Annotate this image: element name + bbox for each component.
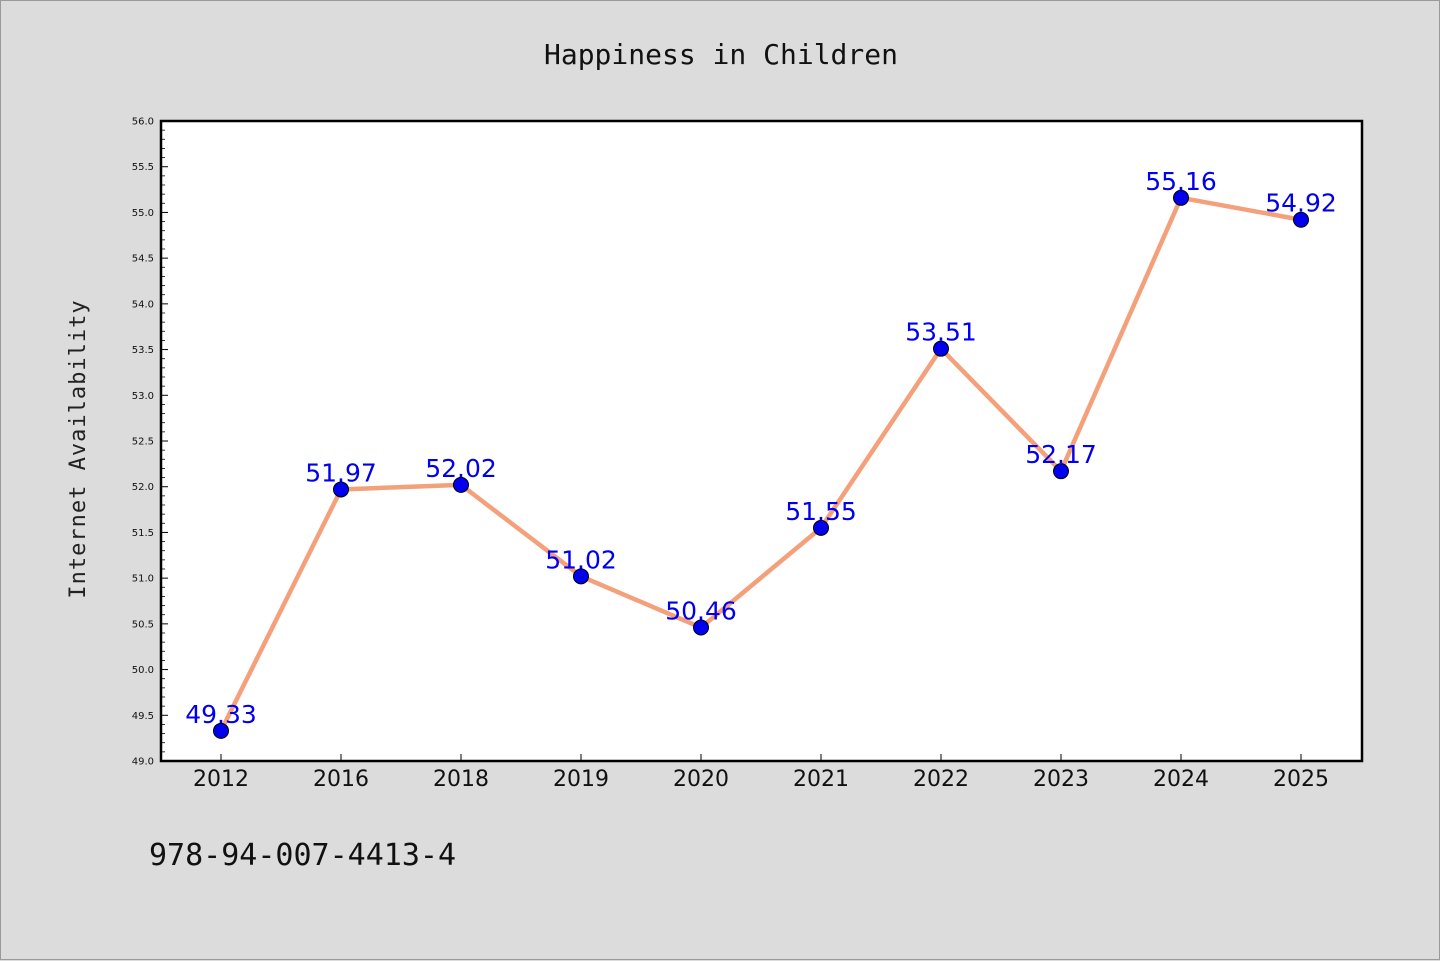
data-label: 50.46 (665, 597, 737, 626)
y-tick-label: 49.0 (132, 757, 154, 768)
y-tick-label: 53.5 (132, 345, 154, 356)
series-line (218, 195, 1304, 734)
y-tick-label: 55.5 (132, 162, 154, 173)
data-label: 52.02 (425, 454, 497, 483)
data-point (333, 481, 349, 498)
data-point (813, 519, 829, 536)
data-point (453, 476, 469, 493)
x-tick-label: 2022 (913, 767, 969, 792)
y-tick-label: 54.0 (132, 299, 154, 310)
data-label: 49.33 (185, 700, 257, 729)
data-label: 55.16 (1145, 167, 1217, 196)
data-point (933, 340, 949, 357)
y-tick-label: 54.5 (132, 254, 154, 265)
data-label: 52.17 (1025, 440, 1097, 469)
y-tick-label: 56.0 (132, 117, 154, 128)
data-point (1053, 463, 1069, 480)
chart-title: Happiness in Children (544, 38, 898, 71)
data-point (573, 568, 589, 585)
y-tick-label: 53.0 (132, 391, 154, 402)
y-axis-label: Internet Availability (66, 299, 91, 598)
y-tick-label: 52.0 (132, 482, 154, 493)
x-tick-label: 2019 (553, 767, 609, 792)
y-tick-label: 49.5 (132, 711, 154, 722)
y-tick-label: 51.5 (132, 528, 154, 539)
data-label: 54.92 (1265, 189, 1337, 218)
y-tick-label: 52.5 (132, 437, 154, 448)
x-tick-label: 2021 (793, 767, 849, 792)
data-point (693, 619, 709, 636)
data-label: 53.51 (905, 318, 977, 347)
plot-area (159, 119, 1364, 763)
x-tick-label: 2012 (193, 767, 249, 792)
x-tick-label: 2016 (313, 767, 369, 792)
y-tick-label: 50.0 (132, 665, 154, 676)
data-point (213, 722, 229, 739)
x-tick-label: 2020 (673, 767, 729, 792)
y-tick-label: 50.5 (132, 619, 154, 630)
y-axis: 49.0 49.5 50.0 50.5 51.0 51.5 52.0 52.5 53.0 53.5… (132, 117, 168, 768)
x-tick-label: 2024 (1153, 767, 1209, 792)
series-layer: 49.33 51.97 52.02 51.02 50.46 51.55 53.51 52.17… (185, 167, 1337, 739)
x-tick-label: 2025 (1273, 767, 1329, 792)
data-label: 51.02 (545, 545, 617, 574)
y-tick-label: 51.0 (132, 574, 154, 585)
data-point (1293, 211, 1309, 228)
data-label: 51.55 (785, 497, 857, 526)
data-point (1173, 189, 1189, 206)
footer-code: 978-94-007-4413-4 (149, 838, 456, 873)
y-tick-label: 55.0 (132, 208, 154, 219)
x-axis: 2012 2016 2018 2019 2020 2021 2022 2023 2024 2025 (193, 754, 1329, 792)
data-label: 51.97 (305, 458, 377, 487)
x-tick-label: 2023 (1033, 767, 1089, 792)
x-tick-label: 2018 (433, 767, 489, 792)
